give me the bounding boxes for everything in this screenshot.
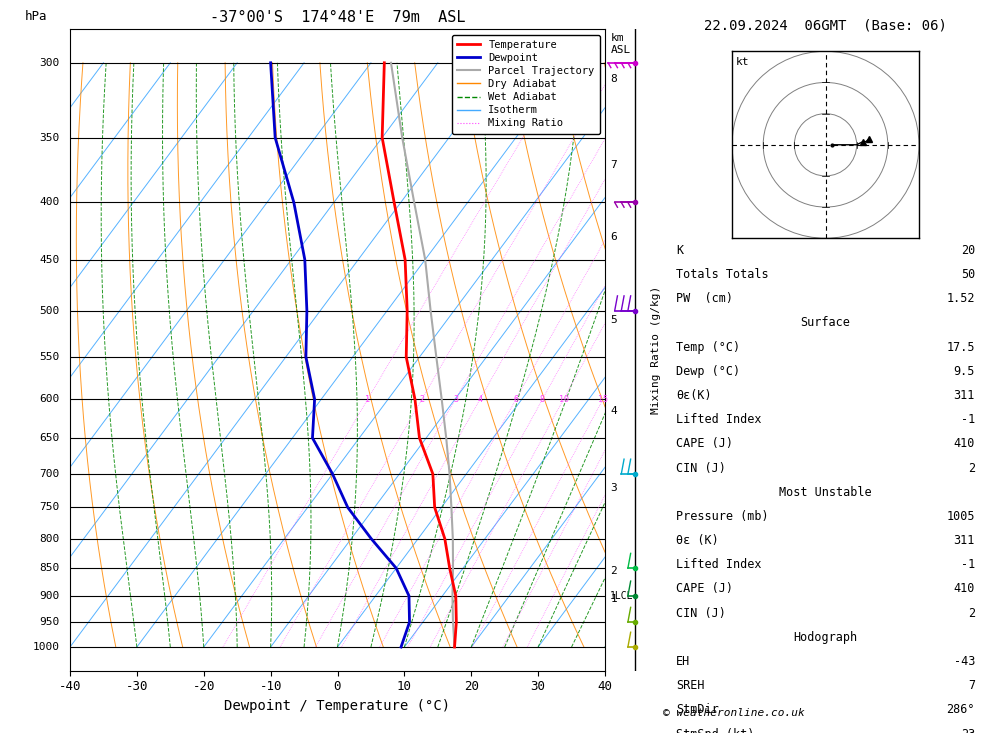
Text: 23: 23 bbox=[961, 728, 975, 733]
Legend: Temperature, Dewpoint, Parcel Trajectory, Dry Adiabat, Wet Adiabat, Isotherm, Mi: Temperature, Dewpoint, Parcel Trajectory… bbox=[452, 34, 600, 133]
Text: Most Unstable: Most Unstable bbox=[779, 486, 872, 498]
Text: 6: 6 bbox=[514, 394, 519, 404]
Text: 1000: 1000 bbox=[33, 642, 60, 652]
Text: 286°: 286° bbox=[946, 704, 975, 716]
Text: 4: 4 bbox=[610, 406, 617, 416]
Text: 2: 2 bbox=[968, 607, 975, 619]
Text: CIN (J): CIN (J) bbox=[676, 462, 726, 474]
Text: 7: 7 bbox=[968, 679, 975, 692]
Text: 2: 2 bbox=[968, 462, 975, 474]
Text: km
ASL: km ASL bbox=[610, 33, 631, 55]
Text: 400: 400 bbox=[40, 197, 60, 207]
Title: -37°00'S  174°48'E  79m  ASL: -37°00'S 174°48'E 79m ASL bbox=[210, 10, 465, 26]
Text: SREH: SREH bbox=[676, 679, 704, 692]
Text: -1: -1 bbox=[961, 413, 975, 426]
Text: 2: 2 bbox=[419, 394, 424, 404]
Text: 450: 450 bbox=[40, 254, 60, 265]
Text: 1: 1 bbox=[610, 594, 617, 603]
Text: 550: 550 bbox=[40, 352, 60, 362]
Text: CIN (J): CIN (J) bbox=[676, 607, 726, 619]
Text: 9.5: 9.5 bbox=[954, 365, 975, 377]
Text: Mixing Ratio (g/kg): Mixing Ratio (g/kg) bbox=[651, 286, 661, 414]
Text: 950: 950 bbox=[40, 617, 60, 627]
Text: EH: EH bbox=[676, 655, 690, 668]
Text: 22.09.2024  06GMT  (Base: 06): 22.09.2024 06GMT (Base: 06) bbox=[704, 18, 947, 32]
Text: 500: 500 bbox=[40, 306, 60, 316]
Text: CAPE (J): CAPE (J) bbox=[676, 583, 733, 595]
Text: PW  (cm): PW (cm) bbox=[676, 292, 733, 305]
Text: 600: 600 bbox=[40, 394, 60, 404]
Text: Lifted Index: Lifted Index bbox=[676, 413, 762, 426]
Text: 900: 900 bbox=[40, 591, 60, 601]
Text: 5: 5 bbox=[610, 315, 617, 325]
Text: 350: 350 bbox=[40, 133, 60, 143]
Text: Lifted Index: Lifted Index bbox=[676, 559, 762, 571]
Text: 700: 700 bbox=[40, 469, 60, 479]
Text: StmDir: StmDir bbox=[676, 704, 719, 716]
Text: 650: 650 bbox=[40, 433, 60, 443]
X-axis label: Dewpoint / Temperature (°C): Dewpoint / Temperature (°C) bbox=[224, 699, 451, 713]
Text: θε (K): θε (K) bbox=[676, 534, 719, 547]
Text: CAPE (J): CAPE (J) bbox=[676, 438, 733, 450]
Text: StmSpd (kt): StmSpd (kt) bbox=[676, 728, 754, 733]
Text: Dewp (°C): Dewp (°C) bbox=[676, 365, 740, 377]
Text: Totals Totals: Totals Totals bbox=[676, 268, 769, 281]
Text: 1.52: 1.52 bbox=[946, 292, 975, 305]
Text: 800: 800 bbox=[40, 534, 60, 544]
Text: 311: 311 bbox=[954, 389, 975, 402]
Text: 15: 15 bbox=[598, 394, 608, 404]
Text: -43: -43 bbox=[954, 655, 975, 668]
Text: 3: 3 bbox=[610, 482, 617, 493]
Text: 8: 8 bbox=[540, 394, 545, 404]
Text: © weatheronline.co.uk: © weatheronline.co.uk bbox=[663, 708, 805, 718]
Text: 4: 4 bbox=[478, 394, 483, 404]
Text: kt: kt bbox=[736, 57, 749, 67]
Text: 1: 1 bbox=[365, 394, 370, 404]
Text: 850: 850 bbox=[40, 563, 60, 573]
Text: 410: 410 bbox=[954, 583, 975, 595]
Text: 17.5: 17.5 bbox=[946, 341, 975, 353]
Text: Hodograph: Hodograph bbox=[793, 631, 858, 644]
Text: 20: 20 bbox=[961, 244, 975, 257]
Text: hPa: hPa bbox=[25, 10, 47, 23]
Text: 410: 410 bbox=[954, 438, 975, 450]
Text: 1LCL: 1LCL bbox=[610, 591, 634, 601]
Text: -1: -1 bbox=[961, 559, 975, 571]
Text: 300: 300 bbox=[40, 58, 60, 67]
Text: 8: 8 bbox=[610, 74, 617, 84]
Text: 6: 6 bbox=[610, 232, 617, 243]
Text: 10: 10 bbox=[559, 394, 569, 404]
Text: Surface: Surface bbox=[801, 317, 850, 329]
Text: θε(K): θε(K) bbox=[676, 389, 712, 402]
Text: 750: 750 bbox=[40, 502, 60, 512]
Text: Pressure (mb): Pressure (mb) bbox=[676, 510, 769, 523]
Text: Temp (°C): Temp (°C) bbox=[676, 341, 740, 353]
Text: 1005: 1005 bbox=[946, 510, 975, 523]
Text: 7: 7 bbox=[610, 160, 617, 169]
Text: 3: 3 bbox=[453, 394, 458, 404]
Text: 50: 50 bbox=[961, 268, 975, 281]
Text: 2: 2 bbox=[610, 566, 617, 576]
Text: K: K bbox=[676, 244, 683, 257]
Text: 311: 311 bbox=[954, 534, 975, 547]
